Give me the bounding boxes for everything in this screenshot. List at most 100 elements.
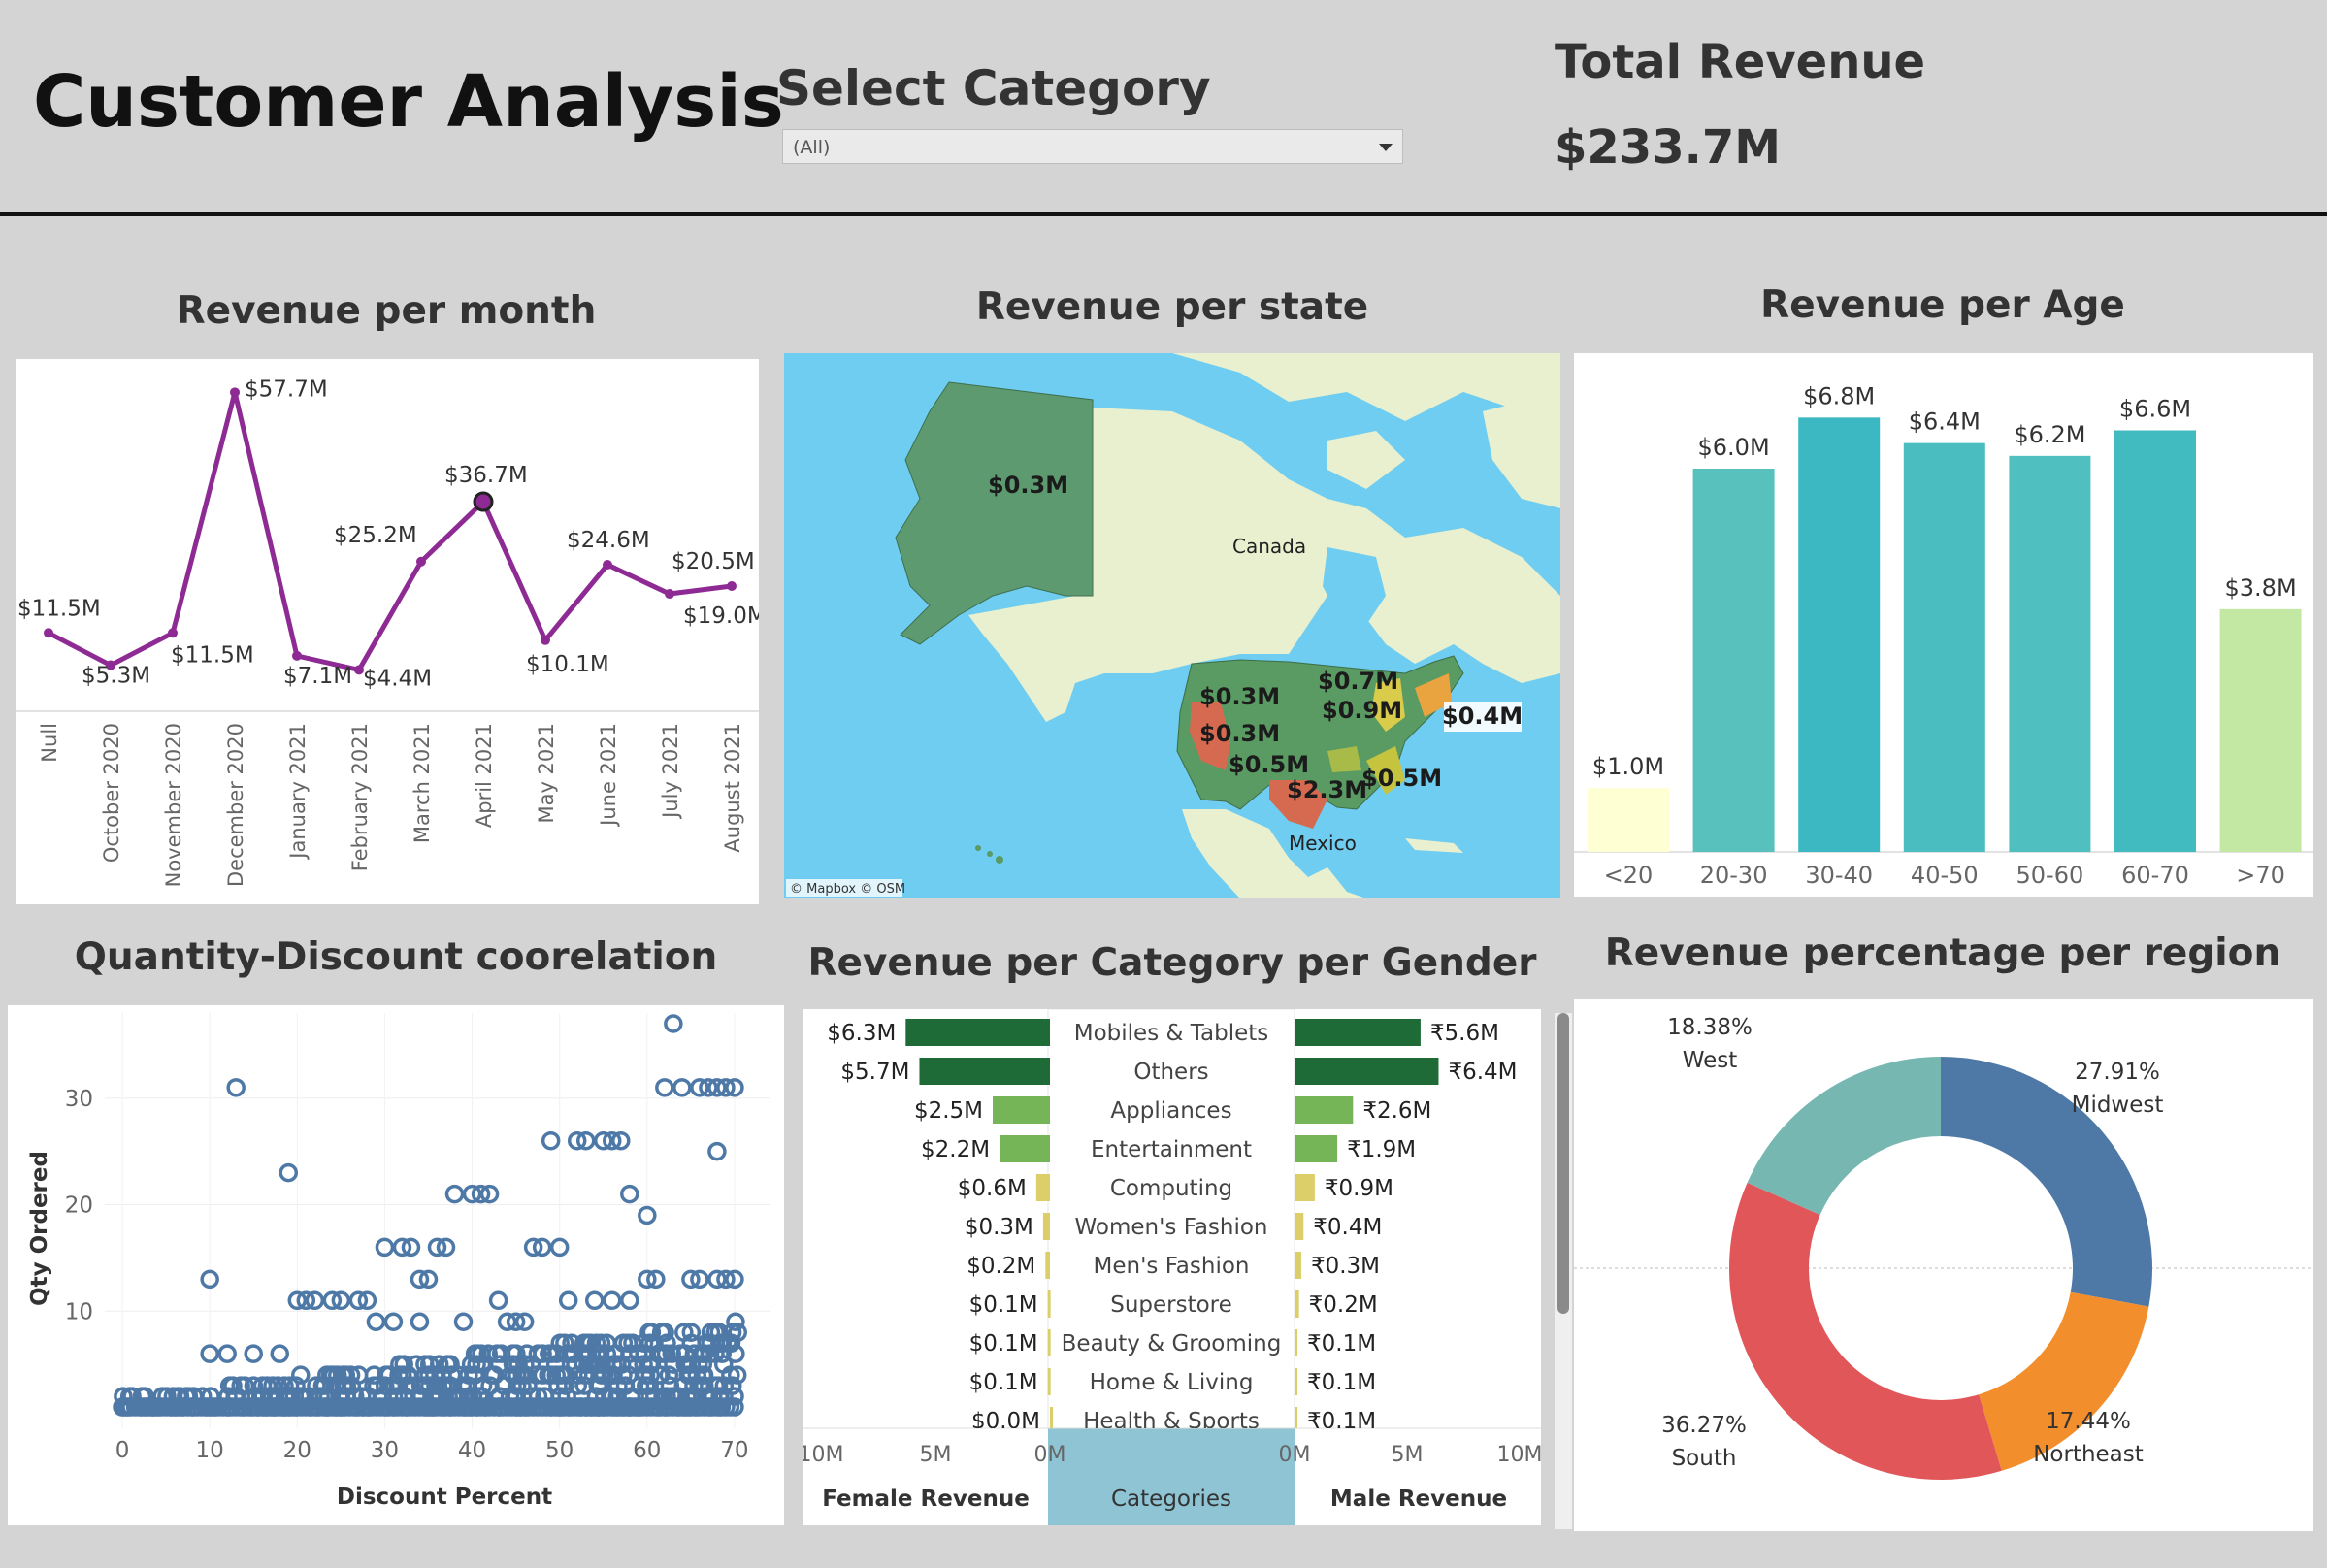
region-name-label: South	[1672, 1446, 1737, 1471]
month-point[interactable]	[44, 628, 53, 638]
age-bar[interactable]	[1588, 788, 1669, 852]
male-bar[interactable]	[1295, 1058, 1439, 1085]
female-bar[interactable]	[1042, 1213, 1050, 1240]
age-bar[interactable]	[1692, 469, 1775, 852]
scatter-point	[471, 1184, 491, 1204]
scatter-point	[394, 1355, 413, 1374]
male-value-label: ₹0.4M	[1313, 1215, 1382, 1240]
map-attribution[interactable]: © Mapbox © OSM	[790, 882, 905, 897]
month-point[interactable]	[603, 559, 612, 570]
male-value-label: ₹5.6M	[1430, 1021, 1499, 1046]
map-value-labels: $0.3M $0.3M $0.3M $0.5M $0.7M$0.9M $0.4M $2.3M…	[988, 472, 1523, 855]
scatter-point	[690, 1078, 709, 1097]
month-value-label: $10.1M	[526, 652, 609, 677]
california-state[interactable]	[1190, 702, 1230, 770]
female-bar[interactable]	[1047, 1290, 1051, 1318]
month-value-label: $25.2M	[334, 523, 417, 548]
age-bar[interactable]	[1903, 442, 1985, 852]
scatter-point	[725, 1078, 744, 1097]
scatter-point	[690, 1269, 709, 1290]
scatter-point	[590, 1376, 609, 1395]
scatter-point	[641, 1323, 662, 1342]
female-bar[interactable]	[1035, 1174, 1050, 1201]
month-point[interactable]	[727, 580, 737, 591]
scatter-point	[608, 1376, 628, 1395]
month-point[interactable]	[416, 556, 426, 567]
scatter-point	[410, 1312, 430, 1332]
month-chart-title: Revenue per month	[176, 289, 597, 333]
texas-state[interactable]	[1269, 780, 1327, 829]
male-bar[interactable]	[1295, 1096, 1354, 1124]
female-bar[interactable]	[1050, 1407, 1053, 1434]
month-point[interactable]	[168, 628, 178, 638]
female-bar[interactable]	[1045, 1252, 1050, 1279]
region-slice[interactable]	[1747, 1057, 1941, 1216]
male-bar[interactable]	[1295, 1407, 1297, 1434]
male-bar[interactable]	[1295, 1329, 1297, 1356]
month-tick-label: July 2021	[659, 723, 682, 820]
month-point[interactable]	[473, 491, 494, 512]
age-tick-label: <20	[1604, 862, 1654, 889]
male-bar[interactable]	[1295, 1174, 1315, 1201]
female-value-label: $0.1M	[969, 1370, 1038, 1395]
state-value-label: $0.7M	[1318, 668, 1398, 695]
scrollbar-thumb[interactable]	[1557, 1013, 1569, 1314]
map-panel[interactable]: $0.3M $0.3M $0.3M $0.5M $0.7M $0.9M $0.4M $2.3M…	[784, 353, 1560, 898]
category-label: Men's Fashion	[1094, 1254, 1250, 1279]
pennsylvania-state[interactable]	[1415, 673, 1452, 717]
categories-header-cell[interactable]	[1048, 1428, 1295, 1525]
month-point[interactable]	[230, 387, 240, 398]
scatter-point	[722, 1323, 742, 1342]
female-bar[interactable]	[1047, 1368, 1051, 1395]
age-bar[interactable]	[2219, 608, 2302, 852]
region-slice[interactable]	[1729, 1182, 2002, 1480]
gender-chart-scrollbar[interactable]	[1555, 1013, 1572, 1529]
region-slice[interactable]	[1941, 1057, 2152, 1307]
male-bar[interactable]	[1295, 1213, 1304, 1240]
male-bar[interactable]	[1295, 1368, 1297, 1395]
month-point[interactable]	[292, 650, 302, 661]
female-axis-tick: 5M	[920, 1443, 952, 1467]
male-bar[interactable]	[1295, 1290, 1299, 1318]
male-bar[interactable]	[1295, 1135, 1338, 1162]
female-bar[interactable]	[993, 1096, 1050, 1124]
male-bar[interactable]	[1295, 1252, 1301, 1279]
age-bar-label: $6.8M	[1803, 382, 1875, 409]
age-bar[interactable]	[1798, 417, 1881, 852]
midwest-states-yellow[interactable]	[1371, 678, 1405, 732]
female-axis-title: Female Revenue	[822, 1486, 1030, 1512]
month-point[interactable]	[665, 589, 674, 600]
age-tick-label: >70	[2236, 862, 2285, 889]
female-bar[interactable]	[905, 1019, 1050, 1046]
scatter-point	[279, 1162, 299, 1183]
alaska-state[interactable]	[895, 381, 1094, 645]
female-value-label: $0.0M	[971, 1409, 1040, 1434]
categories-axis-title: Categories	[1111, 1486, 1231, 1512]
scatter-xtick: 40	[458, 1438, 486, 1463]
southeast-states-yellow[interactable]	[1366, 746, 1405, 795]
scatter-point	[523, 1237, 543, 1258]
south-states[interactable]	[1327, 746, 1361, 772]
female-value-label: $0.6M	[958, 1176, 1027, 1201]
month-point[interactable]	[106, 660, 115, 670]
female-value-label: $0.1M	[969, 1331, 1038, 1356]
age-bar-label: $6.6M	[2119, 396, 2191, 423]
male-value-label: ₹0.1M	[1307, 1409, 1376, 1434]
category-dropdown[interactable]: (All)	[782, 129, 1403, 164]
category-label: Mobiles & Tablets	[1074, 1021, 1268, 1046]
north-america-map[interactable]: $0.3M $0.3M $0.3M $0.5M $0.7M$0.9M $0.4M $2.3M…	[784, 353, 1560, 898]
female-bar[interactable]	[919, 1058, 1050, 1085]
state-value-label: $0.3M	[1199, 720, 1280, 747]
age-bar[interactable]	[2009, 455, 2091, 852]
region-percent-label: 36.27%	[1661, 1413, 1747, 1438]
scatter-point	[684, 1376, 704, 1395]
region-slice[interactable]	[1979, 1291, 2149, 1471]
age-bar[interactable]	[2114, 430, 2196, 853]
age-tick-label: 50-60	[2016, 862, 2084, 889]
month-point[interactable]	[354, 665, 364, 675]
scatter-point	[305, 1290, 325, 1311]
female-bar[interactable]	[1047, 1329, 1051, 1356]
month-point[interactable]	[541, 635, 550, 645]
male-bar[interactable]	[1295, 1019, 1421, 1046]
female-bar[interactable]	[1000, 1135, 1050, 1162]
